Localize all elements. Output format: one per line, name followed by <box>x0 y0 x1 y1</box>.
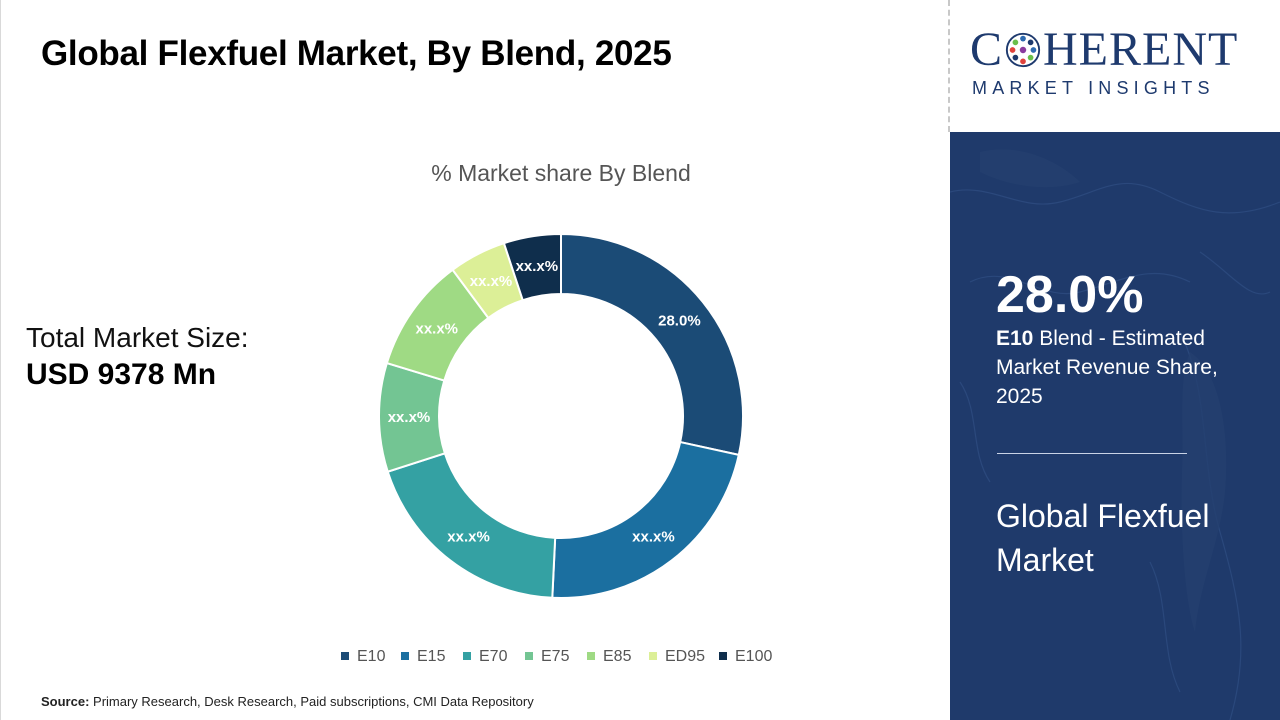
data-label-e10: 28.0% <box>658 313 701 330</box>
market-name: Global Flexfuel Market <box>996 498 1210 578</box>
legend-swatch-e75 <box>525 652 533 660</box>
data-label-ed95: xx.x% <box>470 273 513 290</box>
globe-logo-icon <box>1005 32 1041 68</box>
legend-swatch-e85 <box>587 652 595 660</box>
donut-chart: % Market share By Blend28.0%xx.x%xx.x%xx… <box>341 160 772 665</box>
source-text: Primary Research, Desk Research, Paid su… <box>89 694 534 709</box>
legend-swatch-e70 <box>463 652 471 660</box>
donut-slice-e70 <box>386 452 557 599</box>
company-logo: C HERENT <box>970 26 1238 74</box>
data-label-e100: xx.x% <box>516 258 559 275</box>
data-label-e75: xx.x% <box>388 409 431 426</box>
legend-label-e15: E15 <box>417 648 446 665</box>
page-title: Global Flexfuel Market, By Blend, 2025 <box>41 34 672 73</box>
legend-label-e75: E75 <box>541 648 570 665</box>
legend-swatch-e15 <box>401 652 409 660</box>
legend-swatch-e10 <box>341 652 349 660</box>
logo-word-start: C <box>970 23 1004 76</box>
legend-item-e15: E15 <box>401 648 446 665</box>
logo-area: C HERENT MARKET INSIGHTS <box>950 0 1280 132</box>
legend-item-e85: E85 <box>587 648 632 665</box>
legend-label-e70: E70 <box>479 648 508 665</box>
source-note: Source: Primary Research, Desk Research,… <box>41 694 534 709</box>
legend-item-e100: E100 <box>719 648 772 665</box>
donut-slice-e10 <box>560 232 744 457</box>
legend-label-ed95: ED95 <box>665 648 705 665</box>
donut-slice-e100 <box>502 232 562 302</box>
market-size-block: Total Market Size: USD 9378 Mn <box>26 322 249 392</box>
legend-label-e85: E85 <box>603 648 632 665</box>
logo-tagline: MARKET INSIGHTS <box>972 78 1215 98</box>
legend-label-e100: E100 <box>735 648 772 665</box>
legend-item-e70: E70 <box>463 648 508 665</box>
legend-item-ed95: ED95 <box>649 648 705 665</box>
headline-stat: 28.0% <box>996 266 1144 324</box>
donut-slice-e15 <box>551 440 740 599</box>
logo-word-end: HERENT <box>1043 23 1239 76</box>
legend-swatch-e100 <box>719 652 727 660</box>
market-size-value: USD 9378 Mn <box>26 358 217 391</box>
data-label-e15: xx.x% <box>632 529 675 546</box>
stat-description-text: Blend - Estimated Market Revenue Share, … <box>996 327 1218 408</box>
stat-description: E10 Blend - Estimated Market Revenue Sha… <box>996 324 1256 411</box>
data-label-e85: xx.x% <box>415 320 458 337</box>
market-size-label: Total Market Size: <box>26 322 249 353</box>
legend-item-e75: E75 <box>525 648 570 665</box>
world-map-background <box>950 149 1280 720</box>
chart-title: % Market share By Blend <box>431 160 691 186</box>
stat-blend: E10 <box>996 327 1034 350</box>
legend-label-e10: E10 <box>357 648 386 665</box>
panel-divider <box>948 0 950 132</box>
main-panel: Global Flexfuel Market, By Blend, 2025 T… <box>0 0 773 720</box>
side-divider <box>997 453 1187 454</box>
side-panel: 28.0% E10 Blend - Estimated Market Reven… <box>950 132 1280 720</box>
data-label-e70: xx.x% <box>447 529 490 546</box>
legend-item-e10: E10 <box>341 648 386 665</box>
source-label: Source: <box>41 694 90 709</box>
legend-swatch-ed95 <box>649 652 657 660</box>
